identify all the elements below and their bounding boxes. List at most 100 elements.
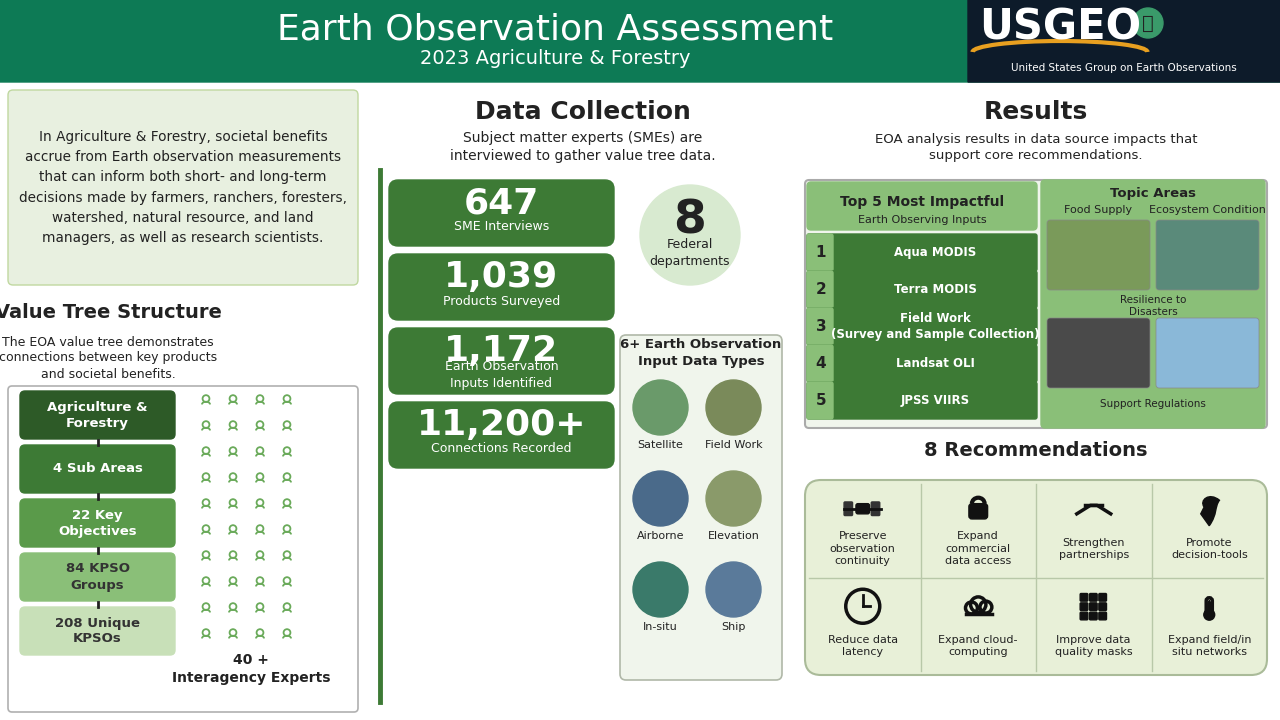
FancyBboxPatch shape [1098, 603, 1106, 611]
Text: 2023 Agriculture & Forestry: 2023 Agriculture & Forestry [420, 48, 690, 68]
Text: 4: 4 [815, 356, 827, 371]
Circle shape [640, 185, 740, 285]
Text: USGEO: USGEO [979, 7, 1140, 49]
FancyBboxPatch shape [389, 402, 614, 468]
Text: Food Supply: Food Supply [1065, 205, 1133, 215]
Text: In Agriculture & Forestry, societal benefits
accrue from Earth observation measu: In Agriculture & Forestry, societal bene… [19, 130, 347, 245]
Circle shape [707, 380, 762, 435]
Text: 11,200+: 11,200+ [417, 408, 586, 442]
PathPatch shape [1201, 497, 1220, 526]
FancyBboxPatch shape [389, 254, 614, 320]
Text: Terra MODIS: Terra MODIS [893, 283, 977, 296]
FancyBboxPatch shape [806, 182, 1037, 230]
Circle shape [707, 471, 762, 526]
FancyBboxPatch shape [8, 90, 358, 285]
FancyBboxPatch shape [1089, 612, 1097, 620]
FancyBboxPatch shape [1208, 601, 1211, 616]
Text: Earth Observation Assessment: Earth Observation Assessment [276, 13, 833, 47]
FancyBboxPatch shape [1080, 593, 1088, 601]
Text: Field Work
(Survey and Sample Collection): Field Work (Survey and Sample Collection… [831, 312, 1039, 341]
Text: 4 Sub Areas: 4 Sub Areas [52, 462, 142, 475]
FancyBboxPatch shape [1089, 593, 1097, 601]
Text: Reduce data
latency: Reduce data latency [828, 635, 897, 657]
Text: Ecosystem Condition: Ecosystem Condition [1149, 205, 1266, 215]
Text: 40 +
Interagency Experts: 40 + Interagency Experts [172, 653, 330, 685]
Text: Value Tree Structure: Value Tree Structure [0, 304, 221, 323]
FancyBboxPatch shape [1047, 318, 1149, 388]
Text: Products Surveyed: Products Surveyed [443, 294, 561, 307]
Text: Improve data
quality masks: Improve data quality masks [1055, 635, 1133, 657]
FancyBboxPatch shape [0, 0, 1280, 82]
Text: Expand
commercial
data access: Expand commercial data access [945, 531, 1011, 566]
FancyBboxPatch shape [1080, 612, 1088, 620]
FancyBboxPatch shape [806, 271, 833, 308]
Text: Satellite: Satellite [637, 440, 684, 450]
Text: 1,039: 1,039 [444, 260, 558, 294]
Text: Ship: Ship [722, 622, 746, 632]
Text: 208 Unique
KPSOs: 208 Unique KPSOs [55, 616, 140, 646]
Text: Resilience to
Disasters: Resilience to Disasters [1120, 294, 1187, 318]
FancyBboxPatch shape [1156, 220, 1260, 290]
Text: 8: 8 [673, 199, 707, 243]
Text: Subject matter experts (SMEs) are
interviewed to gather value tree data.: Subject matter experts (SMEs) are interv… [449, 131, 716, 163]
Text: 6+ Earth Observation
Input Data Types: 6+ Earth Observation Input Data Types [621, 338, 782, 367]
Circle shape [707, 562, 762, 617]
FancyBboxPatch shape [1156, 318, 1260, 388]
Text: Preserve
observation
continuity: Preserve observation continuity [829, 531, 896, 566]
Text: 1: 1 [815, 245, 827, 260]
Text: In-situ: In-situ [643, 622, 678, 632]
FancyBboxPatch shape [806, 308, 1037, 345]
Text: Support Regulations: Support Regulations [1100, 399, 1206, 409]
Text: Earth Observing Inputs: Earth Observing Inputs [858, 215, 987, 225]
Circle shape [1203, 609, 1215, 620]
Circle shape [1133, 8, 1164, 38]
Text: Elevation: Elevation [708, 531, 759, 541]
FancyBboxPatch shape [969, 504, 988, 519]
Circle shape [634, 562, 689, 617]
Text: Results: Results [984, 100, 1088, 124]
Text: Promote
decision-tools: Promote decision-tools [1171, 538, 1248, 560]
Text: Connections Recorded: Connections Recorded [431, 443, 572, 456]
FancyBboxPatch shape [1047, 220, 1149, 290]
FancyBboxPatch shape [806, 382, 1037, 419]
FancyBboxPatch shape [805, 480, 1267, 675]
Text: Agriculture &
Forestry: Agriculture & Forestry [47, 400, 147, 430]
FancyBboxPatch shape [1041, 180, 1265, 428]
Circle shape [634, 380, 689, 435]
Text: 🌍: 🌍 [1142, 14, 1153, 32]
Text: 5: 5 [815, 393, 827, 408]
Text: The EOA value tree demonstrates
connections between key products
and societal be: The EOA value tree demonstrates connecti… [0, 336, 218, 380]
FancyBboxPatch shape [806, 234, 833, 271]
Text: Expand field/in
situ networks: Expand field/in situ networks [1167, 635, 1251, 657]
Text: 2: 2 [815, 282, 827, 297]
FancyBboxPatch shape [20, 499, 175, 547]
Text: Airborne: Airborne [636, 531, 685, 541]
FancyBboxPatch shape [806, 308, 833, 345]
FancyBboxPatch shape [20, 445, 175, 493]
FancyBboxPatch shape [806, 345, 833, 382]
Text: United States Group on Earth Observations: United States Group on Earth Observation… [1011, 63, 1236, 73]
Text: Topic Areas: Topic Areas [1110, 187, 1196, 200]
Text: 22 Key
Objectives: 22 Key Objectives [58, 508, 137, 538]
FancyBboxPatch shape [806, 345, 1037, 382]
FancyBboxPatch shape [1098, 593, 1106, 601]
Text: Expand cloud-
computing: Expand cloud- computing [938, 635, 1018, 657]
FancyBboxPatch shape [805, 180, 1267, 428]
FancyBboxPatch shape [872, 502, 879, 516]
FancyBboxPatch shape [20, 553, 175, 601]
Text: Earth Observation
Inputs Identified: Earth Observation Inputs Identified [444, 361, 558, 390]
Circle shape [634, 471, 689, 526]
Text: 8 Recommendations: 8 Recommendations [924, 441, 1148, 459]
Text: SME Interviews: SME Interviews [454, 220, 549, 233]
Text: Aqua MODIS: Aqua MODIS [893, 246, 977, 259]
FancyBboxPatch shape [968, 0, 1280, 82]
FancyBboxPatch shape [1089, 603, 1097, 611]
Text: 1,172: 1,172 [444, 334, 558, 368]
Text: 3: 3 [815, 319, 827, 334]
FancyBboxPatch shape [389, 180, 614, 246]
FancyBboxPatch shape [856, 504, 869, 514]
Text: Top 5 Most Impactful: Top 5 Most Impactful [840, 195, 1004, 209]
FancyBboxPatch shape [1080, 603, 1088, 611]
Text: 647: 647 [463, 186, 539, 220]
Text: 84 KPSO
Groups: 84 KPSO Groups [65, 562, 129, 592]
